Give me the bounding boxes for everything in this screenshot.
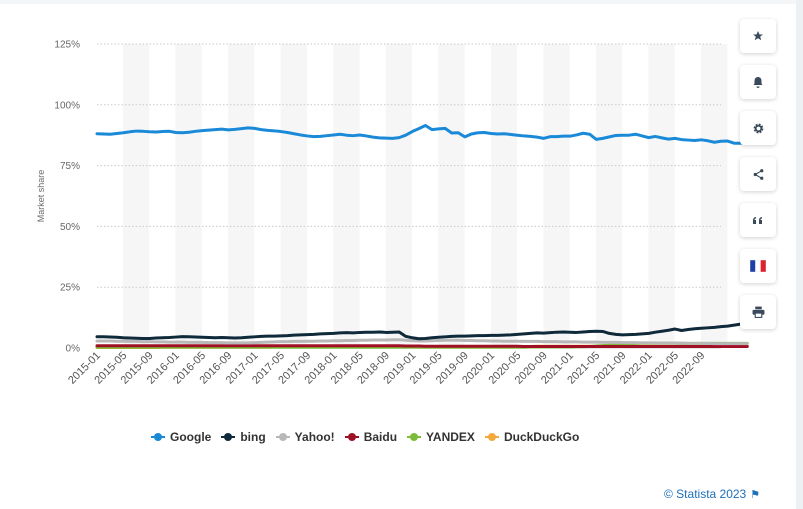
series-line-yahoo <box>95 338 749 346</box>
legend-item-bing[interactable]: bing <box>221 430 266 444</box>
report-flag-icon[interactable]: ⚑ <box>750 489 761 501</box>
share-icon <box>752 168 765 181</box>
statista-credit[interactable]: © Statista 2023 ⚑ <box>664 487 760 501</box>
credit-text: © Statista 2023 <box>664 487 747 501</box>
legend-symbol <box>484 432 499 442</box>
print-button[interactable] <box>740 295 776 329</box>
column-bands <box>123 44 728 348</box>
series-line-baidu <box>95 344 749 349</box>
legend-symbol <box>151 432 165 442</box>
bell-button[interactable] <box>740 65 776 99</box>
x-axis-ticks: 2015-012015-052015-092016-012016-052016-… <box>66 350 707 387</box>
legend-label: DuckDuckGo <box>503 430 580 444</box>
column-band <box>280 44 307 348</box>
flag-fr-button[interactable] <box>740 249 776 283</box>
column-band <box>701 44 728 348</box>
column-band <box>595 44 623 348</box>
legend-symbol <box>407 432 422 442</box>
legend-label: bing <box>240 430 266 444</box>
series-line-bing <box>95 322 749 341</box>
column-band <box>490 44 518 348</box>
column-band <box>385 44 413 348</box>
legend-label: Google <box>170 430 212 444</box>
legend-label: Baidu <box>363 430 398 444</box>
column-band <box>543 44 570 348</box>
legend-symbol <box>344 432 359 442</box>
legend-label: Yahoo! <box>294 430 335 444</box>
legend-item-baidu[interactable]: Baidu <box>344 430 398 444</box>
series-line-google <box>95 123 749 145</box>
y-tick-label: 50% <box>60 222 80 233</box>
series-lines <box>95 123 749 350</box>
legend-item-google[interactable]: Google <box>151 430 211 444</box>
quote-icon <box>752 215 764 225</box>
y-tick-label: 125% <box>54 40 80 51</box>
gear-icon <box>752 122 765 135</box>
legend: Google bing Yahoo! Baidu YANDEX DuckDuckGo <box>151 429 579 445</box>
flag-fr-icon <box>750 260 766 272</box>
bell-icon <box>752 76 764 89</box>
legend-item-yahoo[interactable]: Yahoo! <box>275 430 335 444</box>
legend-symbol <box>221 432 236 442</box>
column-band <box>123 44 150 348</box>
gear-button[interactable] <box>740 111 776 145</box>
y-tick-label: 100% <box>54 100 80 111</box>
legend-symbol <box>275 432 290 442</box>
share-button[interactable] <box>740 157 776 191</box>
legend-label: YANDEX <box>426 430 475 444</box>
legend-item-duckduckgo[interactable]: DuckDuckGo <box>484 430 580 444</box>
star-icon <box>752 30 764 42</box>
column-band <box>333 44 360 348</box>
y-tick-label: 0% <box>66 344 81 355</box>
quote-button[interactable] <box>740 203 776 237</box>
page-edge <box>796 0 803 509</box>
legend-item-yandex[interactable]: YANDEX <box>407 430 475 444</box>
y-tick-label: 25% <box>60 283 80 294</box>
column-band <box>175 44 202 348</box>
column-band <box>648 44 675 348</box>
y-tick-label: 75% <box>60 161 80 172</box>
column-band <box>228 44 255 348</box>
column-band <box>438 44 465 348</box>
y-axis-ticks: 0% 25% 50% 75% 100% 125% <box>54 40 80 355</box>
star-button[interactable] <box>740 19 776 53</box>
y-axis-label: Market share <box>36 170 46 223</box>
print-icon <box>752 306 765 318</box>
